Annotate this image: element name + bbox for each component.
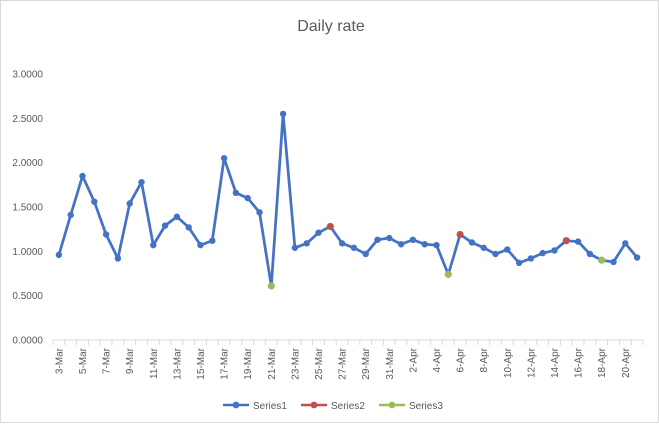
series1-point xyxy=(220,155,228,162)
series1-point xyxy=(527,255,535,262)
series1-point xyxy=(622,240,629,247)
series1-point xyxy=(303,240,310,247)
x-tick-label: 8-Apr xyxy=(479,347,490,372)
series1-line xyxy=(57,112,639,288)
y-tick-label: 2.5000 xyxy=(12,114,43,125)
series1-point xyxy=(610,258,617,266)
series1-point xyxy=(433,241,440,249)
series1-point xyxy=(114,255,122,262)
y-tick-label: 2.0000 xyxy=(12,158,43,169)
series1-point xyxy=(67,211,74,219)
series1-point xyxy=(91,198,98,205)
series1-point xyxy=(150,241,157,249)
series3-point xyxy=(267,282,275,290)
series1-point xyxy=(468,239,476,246)
x-tick-label: 23-Mar xyxy=(290,347,301,379)
series1-point xyxy=(244,194,251,202)
legend-marker xyxy=(310,401,318,409)
x-tick-label: 10-Apr xyxy=(503,347,514,378)
x-tick-label: 5-Mar xyxy=(78,347,89,374)
series1-point xyxy=(350,244,358,251)
x-tick-label: 12-Apr xyxy=(526,347,537,378)
series1-point xyxy=(209,237,216,244)
series1-point xyxy=(232,189,240,197)
series1-point xyxy=(362,250,369,258)
y-tick-label: 1.5000 xyxy=(12,203,43,214)
legend-label: Series1 xyxy=(253,401,287,412)
x-tick-label: 4-Apr xyxy=(432,347,443,372)
x-tick-label: 7-Mar xyxy=(102,347,113,374)
x-tick-label: 20-Apr xyxy=(621,347,632,378)
series2-point xyxy=(326,222,334,231)
y-tick-label: 0.0000 xyxy=(12,336,43,347)
y-tick-label: 1.0000 xyxy=(12,247,43,258)
x-tick-label: 14-Apr xyxy=(550,347,561,378)
legend-label: Series3 xyxy=(409,401,443,412)
series1-point xyxy=(374,236,381,244)
series3-point xyxy=(444,270,452,278)
legend: Series1 Series2 Series3 xyxy=(223,401,443,412)
series1-point xyxy=(480,244,487,251)
series1-point xyxy=(315,229,322,236)
legend-label: Series2 xyxy=(331,401,365,412)
x-tick-label: 13-Mar xyxy=(172,347,183,379)
series1-point xyxy=(197,241,204,249)
axes: 0.0000 0.5000 1.0000 1.5000 2.0000 2.5000 3.00… xyxy=(12,70,644,380)
series1-point xyxy=(633,254,641,261)
x-tick-label: 3-Mar xyxy=(54,347,65,374)
series1-point xyxy=(386,234,393,242)
series1-point xyxy=(539,249,546,257)
x-tick-label: 18-Apr xyxy=(597,347,608,378)
x-tick-label: 2-Apr xyxy=(408,347,419,372)
x-tick-label: 29-Mar xyxy=(361,347,372,379)
series1-point xyxy=(126,200,133,207)
series1-point xyxy=(492,250,499,258)
series1-point xyxy=(586,250,594,258)
x-tick-label: 9-Mar xyxy=(125,347,136,374)
y-tick-label: 3.0000 xyxy=(12,70,43,81)
x-tick-label: 27-Mar xyxy=(338,347,349,379)
x-tick-label: 6-Apr xyxy=(456,347,467,372)
x-tick-label: 31-Mar xyxy=(385,347,396,379)
series1-point xyxy=(185,224,192,231)
series1-point xyxy=(102,231,110,238)
series-layer xyxy=(55,110,641,290)
x-tick-label: 15-Mar xyxy=(196,347,207,379)
series1-point xyxy=(421,241,428,248)
series1-point xyxy=(551,247,558,254)
x-tick-label: 25-Mar xyxy=(314,347,325,379)
series1-point xyxy=(409,236,417,244)
series1-point xyxy=(279,110,287,118)
x-tick-label: 17-Mar xyxy=(220,347,231,379)
x-tick-label: 19-Mar xyxy=(243,347,254,379)
y-tick-label: 0.5000 xyxy=(12,291,43,302)
series1-point xyxy=(338,240,346,247)
series1-point xyxy=(161,222,169,229)
legend-marker xyxy=(388,401,396,409)
series2-point xyxy=(456,230,464,239)
chart-title: Daily rate xyxy=(297,18,365,35)
series1-point xyxy=(515,259,523,267)
series1-point xyxy=(397,241,405,248)
series1-point xyxy=(291,244,299,251)
x-tick-label: 11-Mar xyxy=(149,347,160,379)
x-tick-label: 21-Mar xyxy=(267,347,278,379)
x-tick-label: 16-Apr xyxy=(574,347,585,378)
series2-point xyxy=(562,237,570,245)
series1-point xyxy=(79,172,86,180)
series1-point xyxy=(574,238,582,245)
series1-point xyxy=(504,246,511,253)
series1-point xyxy=(173,213,181,220)
series3-point xyxy=(598,256,606,264)
series1-point xyxy=(55,251,63,259)
legend-marker xyxy=(232,401,240,409)
series1-point xyxy=(256,209,263,216)
series1-point xyxy=(138,178,145,186)
